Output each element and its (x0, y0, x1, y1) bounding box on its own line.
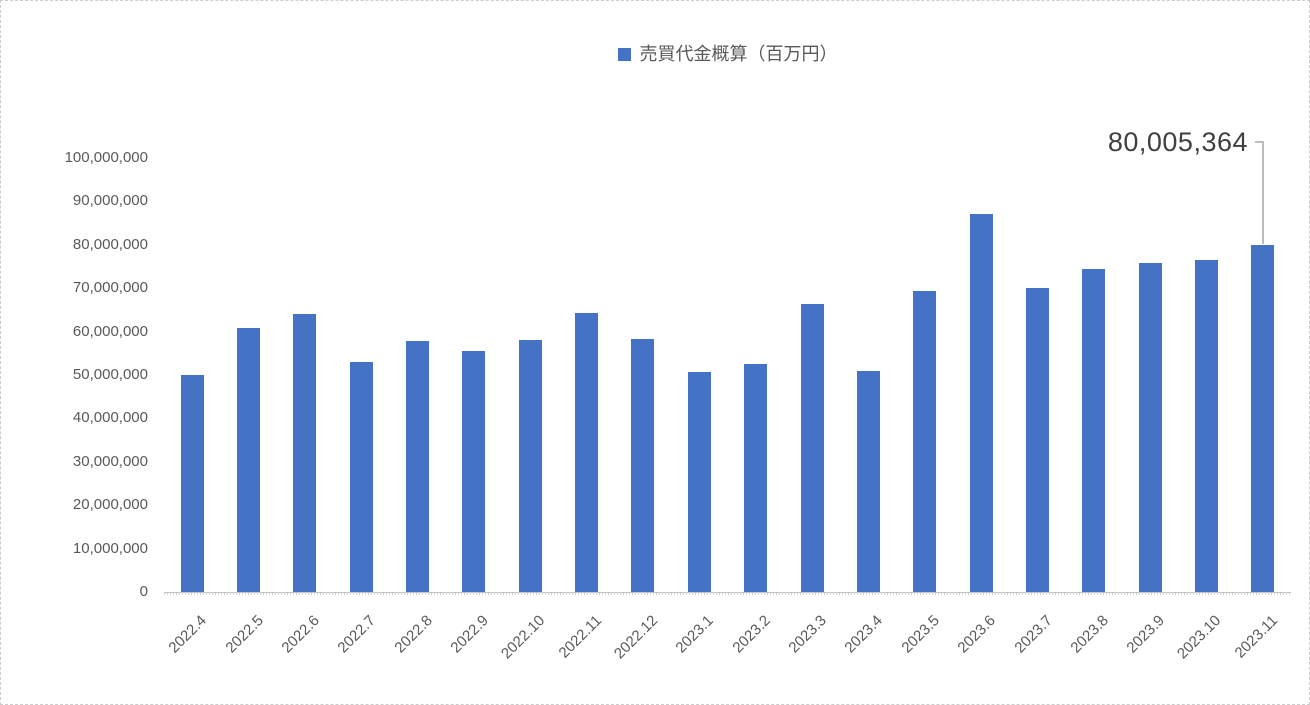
x-axis-tick-label: 2023.1 (672, 612, 718, 657)
x-axis-tick-label: 2023.7 (1010, 612, 1056, 657)
x-axis-tick-label: 2023.6 (954, 612, 1000, 657)
y-axis-tick-label: 60,000,000 (72, 322, 148, 340)
bar-2022-9[interactable] (462, 350, 486, 592)
x-axis-tick-label: 2022.11 (555, 612, 605, 662)
y-axis-tick-label: 90,000,000 (72, 192, 148, 210)
data-label-callout-text[interactable]: 80,005,364 (1107, 127, 1248, 157)
bar-2023-3[interactable] (800, 304, 824, 592)
y-axis-tick-label: 40,000,000 (72, 409, 148, 427)
bar-2023-8[interactable] (1082, 268, 1106, 592)
x-axis-tick-label: 2022.8 (391, 612, 436, 657)
x-axis-tick-label: 2023.5 (898, 612, 943, 657)
bar-2023-7[interactable] (1025, 288, 1049, 592)
x-axis-tick-label: 2022.9 (447, 612, 492, 657)
bar-2023-2[interactable] (744, 364, 768, 592)
x-axis-tick-label: 2022.10 (497, 612, 549, 663)
bar-2023-6[interactable] (969, 214, 993, 592)
bar-2022-7[interactable] (349, 362, 373, 592)
y-axis-tick-label: 100,000,000 (64, 149, 148, 166)
bar-2022-12[interactable] (631, 338, 655, 592)
x-axis-tick-label: 2022.4 (165, 612, 211, 657)
legend-color-swatch (617, 47, 631, 61)
x-axis-tick-label: 2023.3 (785, 612, 831, 657)
legend-series-label: 売買代金概算（百万円） (639, 44, 838, 64)
bar-2023-1[interactable] (687, 371, 711, 592)
bar-2023-4[interactable] (856, 370, 880, 592)
x-axis-tick-label: 2022.6 (278, 612, 323, 657)
x-axis-tick-label: 2022.5 (222, 612, 267, 657)
y-axis-tick-label: 10,000,000 (72, 539, 148, 557)
bar-2022-8[interactable] (406, 341, 430, 592)
y-axis-tick-label: 20,000,000 (72, 496, 148, 514)
bar-2022-4[interactable] (180, 375, 204, 592)
y-axis-tick-label: 80,000,000 (72, 235, 148, 253)
bar-2022-6[interactable] (293, 314, 317, 592)
x-axis-tick-label: 2023.8 (1067, 612, 1112, 657)
bar-2023-5[interactable] (913, 290, 937, 592)
bar-2022-5[interactable] (237, 328, 261, 592)
y-axis-tick-label: 30,000,000 (72, 452, 148, 470)
bar-2023-11[interactable] (1251, 244, 1275, 592)
x-axis-tick-label: 2023.9 (1123, 612, 1169, 657)
bar-2023-9[interactable] (1138, 263, 1162, 592)
x-axis-tick-label: 2023.10 (1174, 612, 1225, 663)
y-axis-tick-label: 70,000,000 (72, 279, 148, 297)
x-axis-tick-label: 2023.2 (729, 612, 774, 657)
y-axis-tick-label: 0 (139, 583, 148, 600)
x-axis-tick-label: 2023.4 (841, 612, 887, 657)
bar-2022-11[interactable] (575, 312, 599, 592)
chart-legend[interactable]: 売買代金概算（百万円） (164, 43, 1291, 65)
y-axis-tick-label: 50,000,000 (72, 366, 148, 383)
bar-2023-10[interactable] (1194, 259, 1218, 592)
x-axis-tick-label: 2022.12 (610, 612, 662, 663)
x-axis-tick-label: 2022.7 (334, 612, 380, 657)
bar-2022-10[interactable] (518, 339, 542, 592)
x-axis-tick-label: 2023.11 (1231, 612, 1281, 662)
plot-area[interactable]: 0 10,000,000 20,000,000 30,000,000 40,000,00… (65, 149, 1291, 662)
